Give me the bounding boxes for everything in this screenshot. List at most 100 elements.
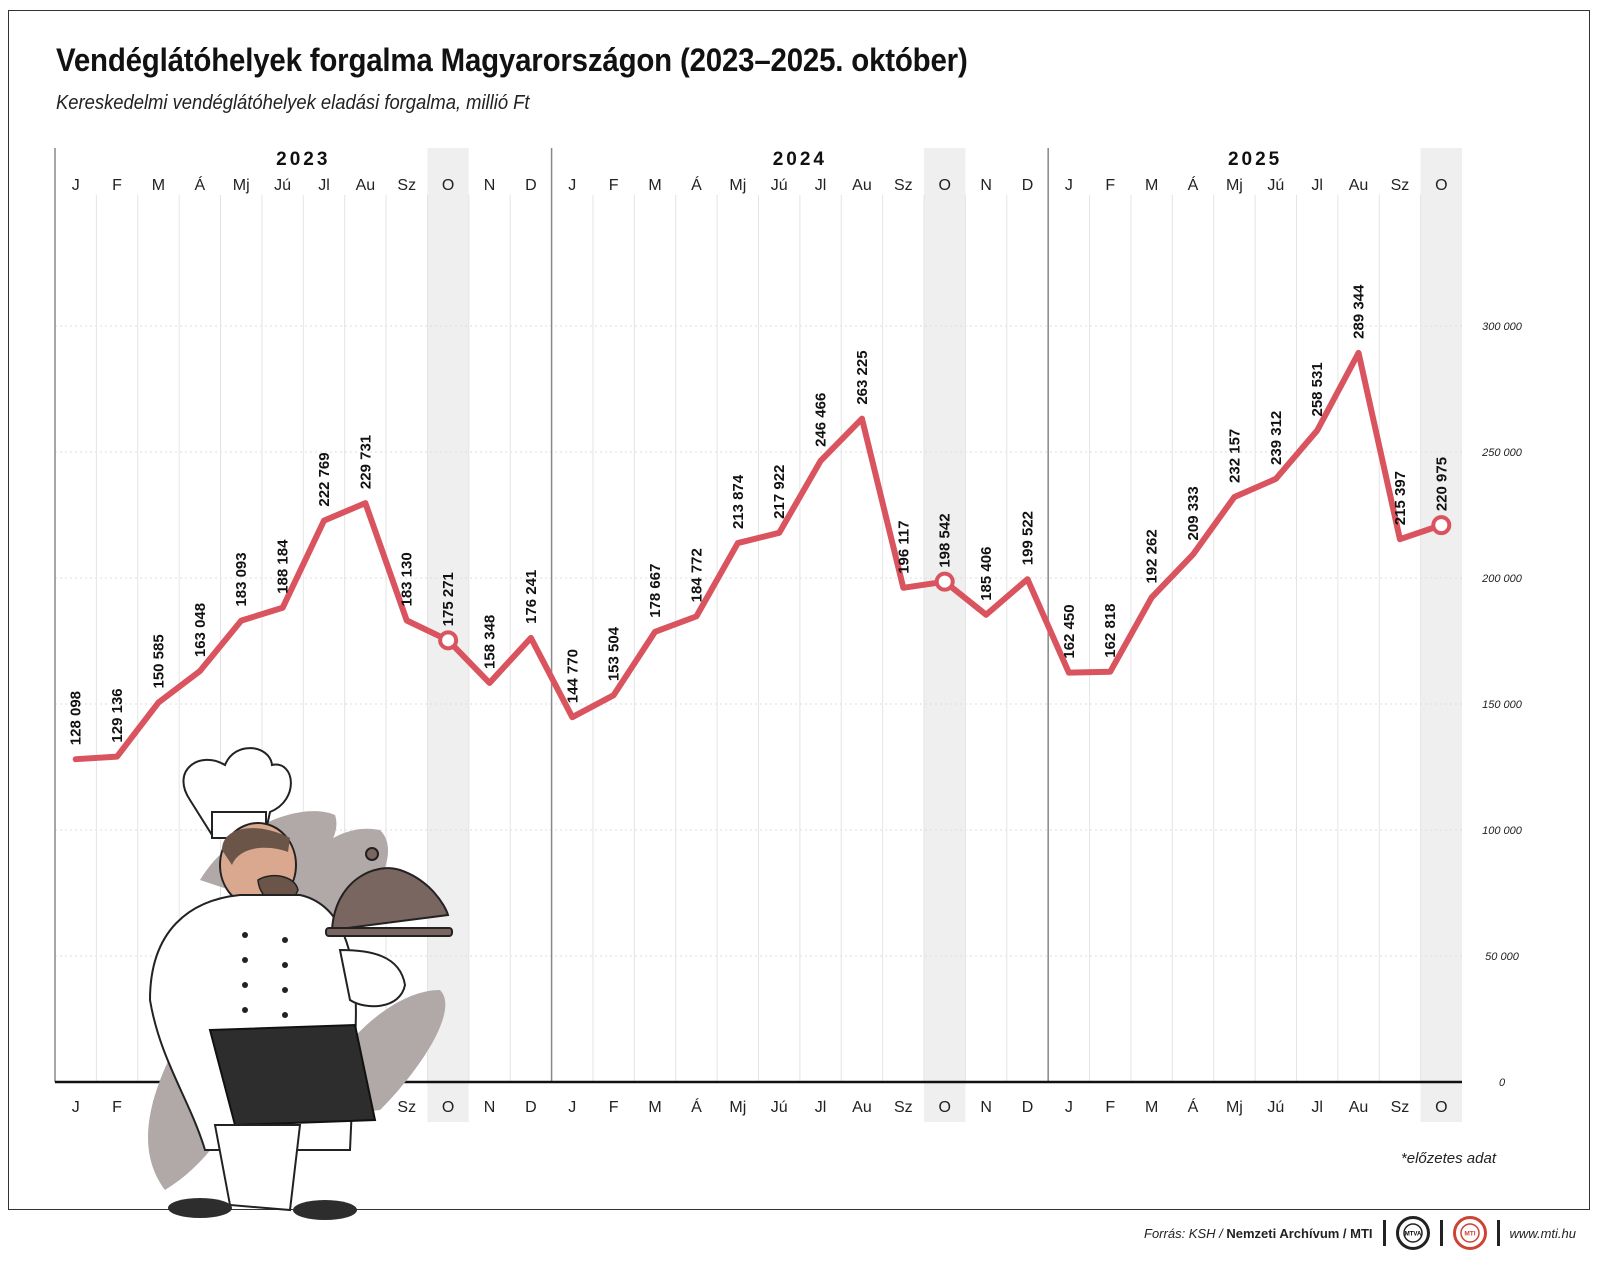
y-tick-label: 150 000 [1482,699,1523,711]
month-label-top: F [609,177,619,194]
data-label: 239 312 [1268,411,1285,465]
footer-divider [1382,1220,1386,1246]
month-label-top: Au [1349,177,1369,194]
month-label-bottom: Au [852,1099,872,1116]
month-label-top: Jú [771,177,788,194]
month-label-top: Sz [397,177,416,194]
month-label-bottom: F [112,1099,122,1116]
data-label: 183 093 [233,552,250,606]
data-label: 246 466 [813,393,830,447]
month-label-top: M [648,177,661,194]
month-label-bottom: Jl [1311,1099,1323,1116]
month-label-top: Jú [1267,177,1284,194]
data-label: 198 542 [937,513,954,567]
month-label-bottom: M [1145,1099,1158,1116]
data-label: 163 048 [192,603,209,657]
data-label: 128 098 [68,691,85,745]
data-label: 289 344 [1351,284,1368,339]
month-label-top: N [980,177,992,194]
mtva-logo: MTVA [1395,1216,1430,1250]
month-label-bottom: F [609,1099,619,1116]
chef-apron [208,1023,377,1127]
month-label-bottom: Á [1188,1097,1199,1116]
month-label-top: O [1435,177,1447,194]
y-tick-label: 200 000 [1481,573,1523,585]
data-line [72,349,1445,763]
y-tick-label: 100 000 [1482,825,1523,837]
month-label-top: Sz [894,177,913,194]
year-label: 2023 [276,149,330,170]
highlight-band [1420,148,1462,1122]
data-label: 185 406 [978,547,995,601]
data-label: 188 184 [275,539,292,594]
month-label-top: Mj [233,177,250,194]
jacket-button [282,962,288,968]
month-label-bottom: O [938,1099,950,1116]
jacket-button [282,987,288,993]
data-point-marker [1431,515,1452,536]
month-label-bottom: Jú [1267,1099,1284,1116]
data-label: 220 975 [1433,457,1450,511]
svg-text:MTI: MTI [1464,1231,1475,1238]
month-label-bottom: Mj [1226,1099,1243,1116]
jacket-button [282,937,288,943]
page-title: Vendéglátóhelyek forgalma Magyarországon… [56,42,968,78]
website-link[interactable]: www.mti.hu [1509,1225,1576,1241]
footer-divider [1496,1220,1500,1246]
highlight-band [924,148,966,1122]
month-label-bottom: Sz [1391,1099,1410,1116]
data-label: 158 348 [482,615,499,669]
data-label: 192 262 [1144,529,1161,583]
cloche-handle [365,847,379,861]
data-label: 178 667 [647,564,664,618]
month-label-bottom: O [1435,1099,1447,1116]
month-label-bottom: Jl [815,1099,827,1116]
footer-divider [1439,1220,1443,1246]
mti-logo: MTI [1452,1216,1487,1250]
month-label-bottom: Sz [397,1099,416,1116]
jacket-button [282,1012,288,1018]
jacket-button [242,932,248,938]
y-tick-label: 250 000 [1481,447,1523,459]
chef-shoe [293,1200,357,1220]
month-label-top: Mj [1226,177,1243,194]
data-label: 184 772 [688,548,705,602]
month-label-top: Mj [729,177,746,194]
data-label: 144 770 [564,649,581,703]
month-label-top: M [152,177,165,194]
month-label-top: F [1105,177,1115,194]
data-label: 215 397 [1392,471,1409,525]
data-label: 183 130 [399,552,416,606]
month-label-bottom: O [442,1099,454,1116]
month-label-bottom: Au [1349,1099,1369,1116]
footer: Forrás: KSH / Nemzeti Archívum / MTI MTV… [1144,1213,1576,1253]
month-label-top: Sz [1391,177,1410,194]
month-label-top: N [484,177,496,194]
data-label: 263 225 [854,350,871,404]
month-label-bottom: Jú [771,1099,788,1116]
svg-text:MTVA: MTVA [1404,1232,1421,1238]
month-label-bottom: N [484,1099,496,1116]
chart-subtitle: Kereskedelmi vendéglátóhelyek eladási fo… [56,92,530,114]
month-label-top: Au [356,177,376,194]
month-label-top: O [442,177,454,194]
data-label: 175 271 [440,572,457,626]
month-label-bottom: D [1022,1099,1034,1116]
data-label: 162 818 [1102,603,1119,657]
month-label-top: Jl [1311,177,1323,194]
year-label: 2025 [1228,149,1282,170]
y-tick-label: 0 [1499,1077,1506,1089]
data-label: 217 922 [771,465,788,519]
month-label-bottom: J [72,1099,80,1116]
data-label: 232 157 [1226,429,1243,483]
month-label-top: Á [691,175,702,194]
jacket-button [242,957,248,963]
month-label-top: O [938,177,950,194]
month-label-top: D [1022,177,1034,194]
data-label: 129 136 [109,688,126,742]
jacket-button [242,1007,248,1013]
chef-shoe [168,1198,232,1218]
data-point-marker [438,630,459,651]
chef-arm [338,948,407,1008]
month-label-top: Á [195,175,206,194]
